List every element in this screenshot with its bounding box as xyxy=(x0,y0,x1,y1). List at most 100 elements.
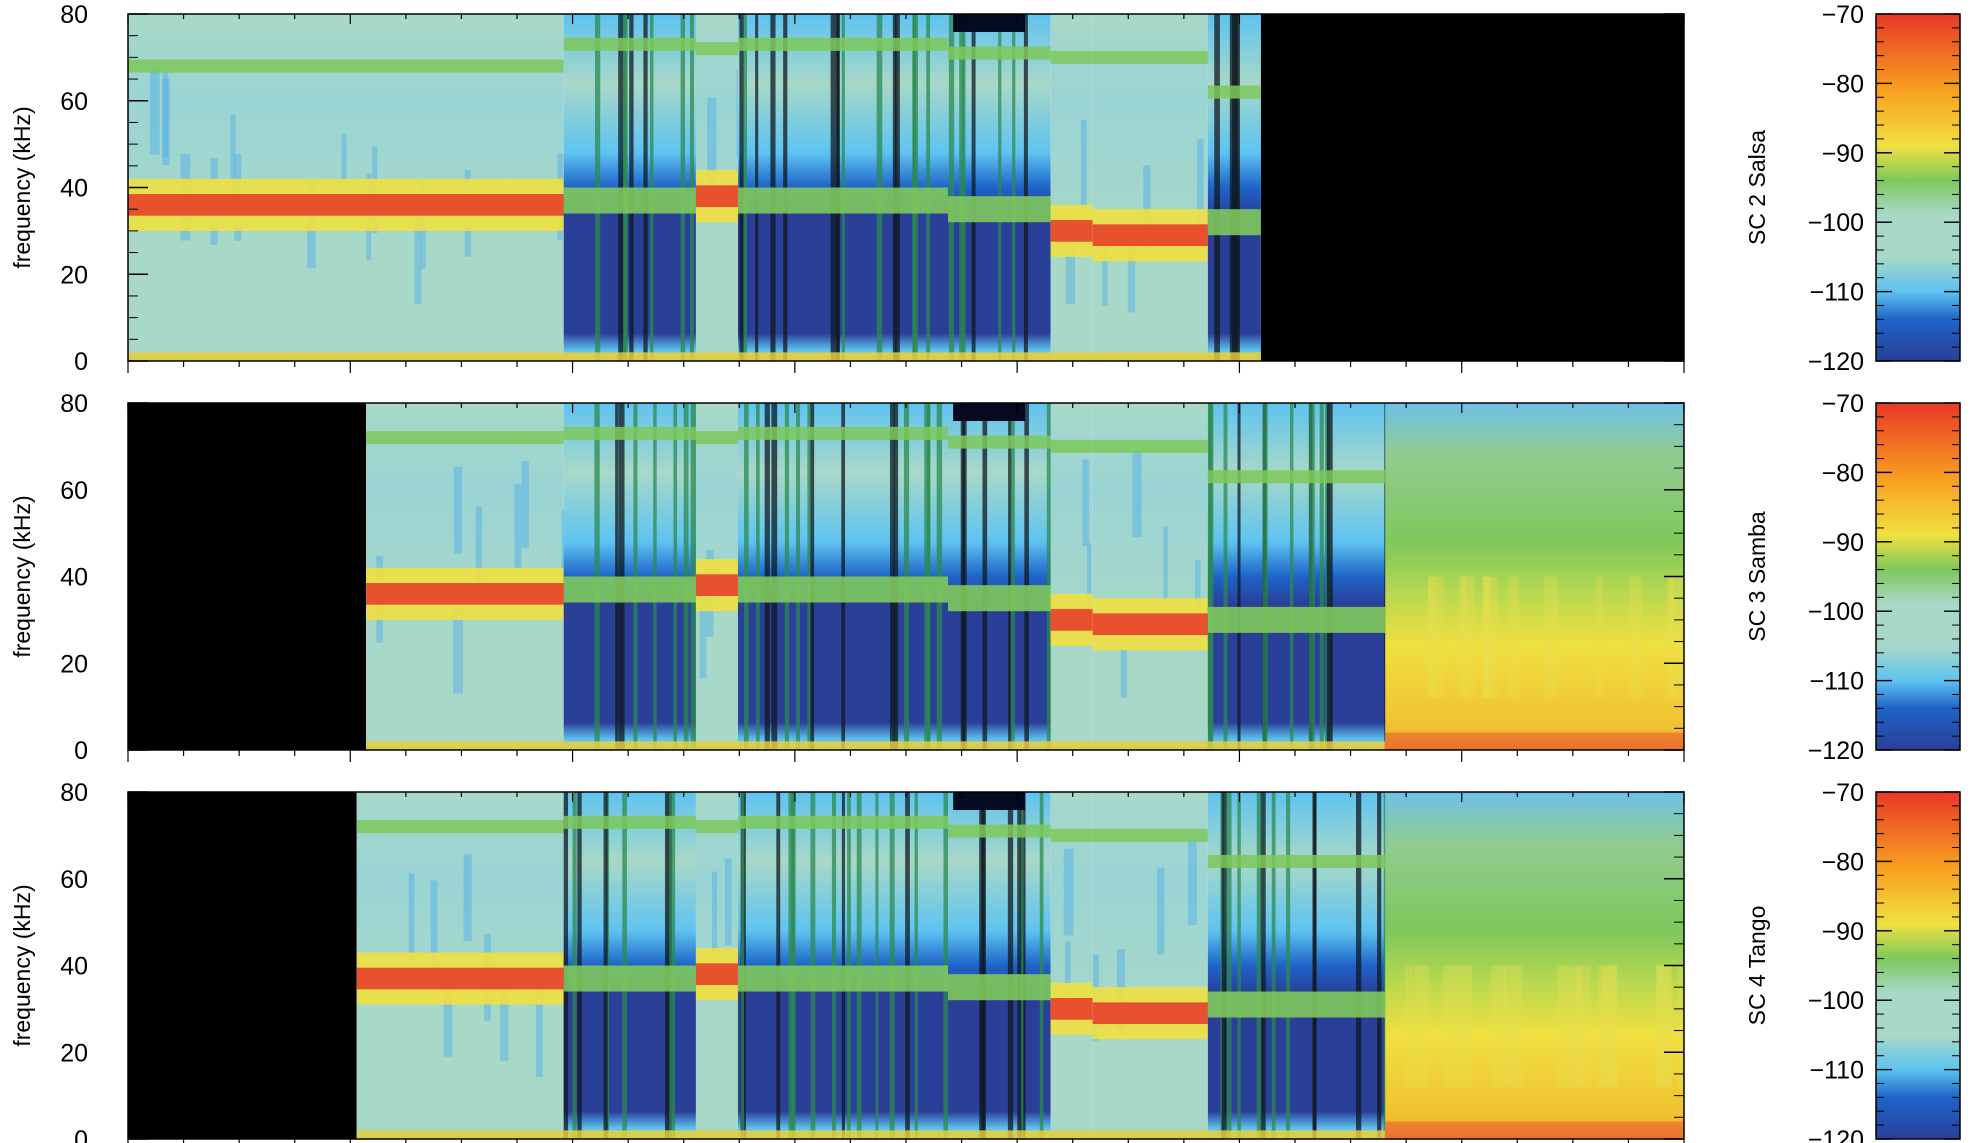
y-tick-label: 60 xyxy=(60,866,88,894)
colorbar: −70 −80 −90 −100 −110 −120 xyxy=(1808,779,1961,1143)
colorbar-tick-label: −90 xyxy=(1822,140,1864,168)
data-gap-line xyxy=(1039,792,1044,1139)
spectral-streak xyxy=(1087,543,1092,631)
emission-band-core xyxy=(695,574,738,597)
spectrogram-image xyxy=(128,14,1684,361)
colorbar-tick-label: −100 xyxy=(1808,987,1864,1015)
spectral-streak xyxy=(699,591,707,679)
no-data-region xyxy=(128,403,367,750)
data-gap-line xyxy=(1271,792,1276,1139)
spectral-streak xyxy=(500,973,509,1061)
data-gap-line xyxy=(962,403,967,750)
spectral-streak xyxy=(1574,965,1583,1087)
data-gap-line xyxy=(962,14,966,361)
spectral-streak xyxy=(1601,965,1618,1087)
spectral-streak xyxy=(162,70,169,157)
segment-deep xyxy=(948,792,1051,1139)
data-gap-line xyxy=(981,792,986,1139)
spectral-streak xyxy=(1405,965,1413,1087)
spectral-streak xyxy=(1482,576,1490,698)
no-data-region xyxy=(953,403,1026,421)
colorbar-tick-label: −100 xyxy=(1808,598,1864,626)
spectral-streak xyxy=(1428,576,1437,698)
y-tick-label: 0 xyxy=(74,348,88,376)
data-gap-line xyxy=(1223,403,1228,750)
colorbar-tick-label: −110 xyxy=(1810,279,1864,307)
spectral-streak xyxy=(1459,965,1473,1087)
low-frequency-band xyxy=(1207,741,1386,750)
y-tick-label: 40 xyxy=(60,953,88,981)
y-tick-label: 80 xyxy=(60,779,88,807)
spectral-streak xyxy=(1629,576,1642,698)
low-frequency-band xyxy=(1092,352,1208,361)
spur-line xyxy=(1207,85,1261,99)
spur-line xyxy=(366,431,564,445)
data-gap-line xyxy=(1312,792,1317,1139)
spectral-streak xyxy=(1143,165,1151,253)
emission-band-core xyxy=(695,963,738,986)
emission-band xyxy=(737,187,949,214)
emission-band-core xyxy=(128,194,564,216)
spectral-streak xyxy=(1413,965,1429,1087)
colorbar-tick-label: −110 xyxy=(1810,668,1864,696)
spur-line xyxy=(695,431,738,445)
low-frequency-band xyxy=(1050,1130,1093,1139)
data-gap-line xyxy=(1237,403,1241,750)
low-frequency-band xyxy=(695,741,738,750)
spectral-streak xyxy=(1491,965,1507,1087)
spectral-streak xyxy=(1428,576,1444,698)
y-tick-label: 40 xyxy=(60,564,88,592)
spectral-streak xyxy=(1657,965,1671,1087)
spectral-streak xyxy=(724,858,732,946)
emission-band xyxy=(563,187,696,214)
spectral-streak xyxy=(414,217,422,305)
spacecraft-label: SC 4 Tango xyxy=(1744,906,1770,1026)
y-tick-label: 20 xyxy=(60,1039,88,1067)
data-gap-line xyxy=(1256,792,1262,1139)
low-frequency-band xyxy=(737,1130,949,1139)
data-gap-line xyxy=(1007,792,1014,1139)
data-gap-line xyxy=(948,14,955,361)
emission-band xyxy=(737,576,949,603)
spectral-streak xyxy=(341,133,347,221)
spectrogram-image xyxy=(128,792,1684,1139)
low-frequency-band xyxy=(695,1130,738,1139)
low-frequency-band xyxy=(563,741,696,750)
data-gap-line xyxy=(1221,792,1227,1139)
emission-band xyxy=(563,965,696,992)
segment-loud xyxy=(1385,792,1684,1139)
low-frequency-band xyxy=(128,352,564,361)
emission-band-core xyxy=(695,185,738,208)
emission-band-core xyxy=(356,967,564,990)
spectral-streak xyxy=(1557,965,1574,1087)
spur-line xyxy=(563,426,696,440)
spur-line xyxy=(356,820,564,834)
spectral-streak xyxy=(712,871,718,959)
spur-line xyxy=(1092,50,1208,64)
y-tick-label: 40 xyxy=(60,175,88,203)
low-frequency-band xyxy=(737,741,949,750)
segment-loud xyxy=(1385,403,1684,750)
spectral-streak xyxy=(453,466,463,554)
data-gap-line xyxy=(1286,792,1291,1139)
spectral-streak xyxy=(1102,219,1108,306)
data-gap-line xyxy=(1020,792,1024,1139)
no-data-region xyxy=(953,792,1026,810)
spectral-streak xyxy=(1120,611,1127,698)
spur-line xyxy=(737,815,949,829)
spectral-streak xyxy=(149,67,160,155)
low-frequency-band xyxy=(948,352,1051,361)
colorbar-tick-label: −90 xyxy=(1822,918,1864,946)
data-gap-line xyxy=(1046,403,1052,750)
emission-band xyxy=(948,196,1051,223)
spectral-streak xyxy=(1575,965,1591,1087)
low-frequency-band xyxy=(563,352,696,361)
low-frequency-band xyxy=(1092,741,1208,750)
colorbar-tick-label: −120 xyxy=(1808,1126,1864,1143)
spur-line xyxy=(1207,470,1386,484)
emission-band xyxy=(1207,606,1386,633)
colorbar-tick-label: −80 xyxy=(1822,70,1864,98)
colorbar: −70 −80 −90 −100 −110 −120 xyxy=(1808,390,1961,765)
spectral-streak xyxy=(453,606,463,694)
y-axis-label: frequency (kHz) xyxy=(9,106,35,268)
